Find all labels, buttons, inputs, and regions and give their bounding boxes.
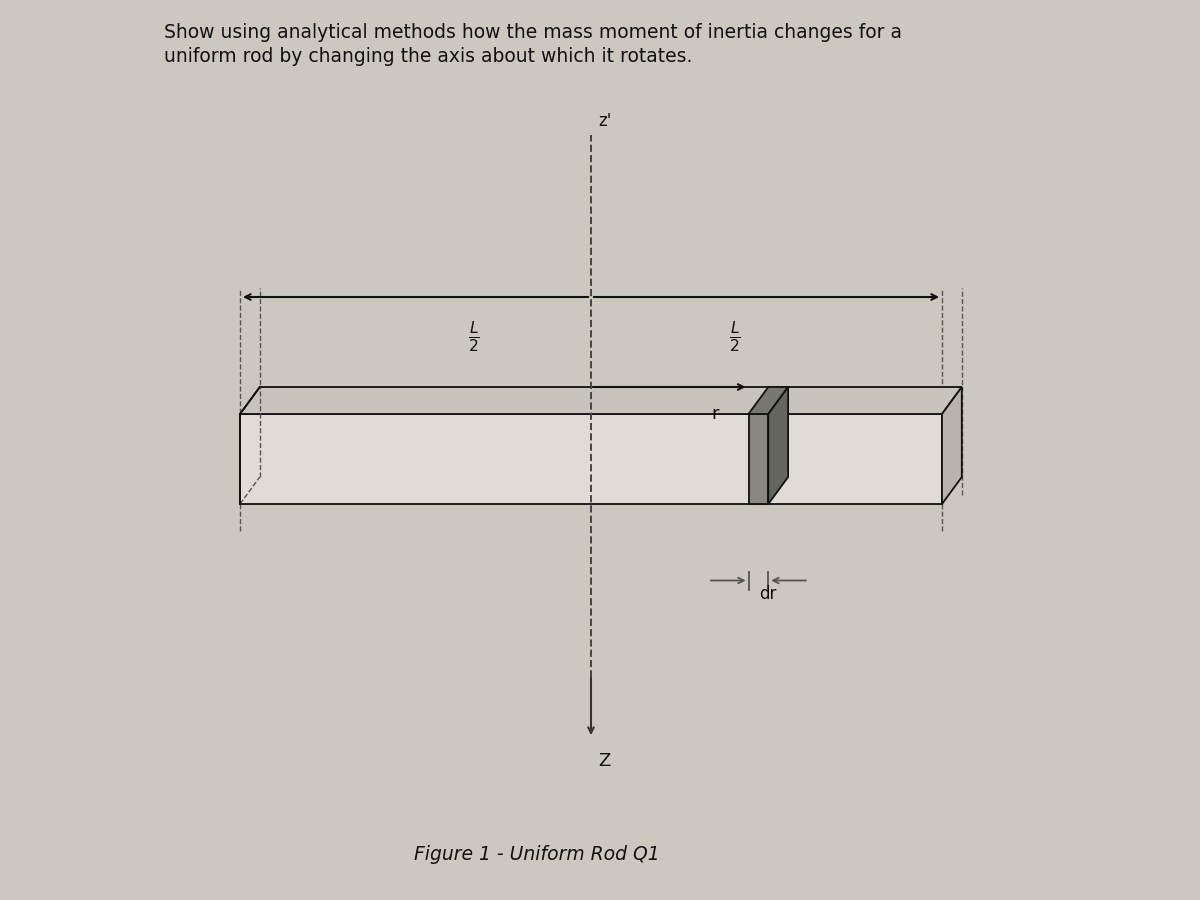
Text: $\frac{L}{2}$: $\frac{L}{2}$ [468, 320, 480, 355]
Bar [240, 414, 942, 504]
Text: Show using analytical methods how the mass moment of inertia changes for a
unifo: Show using analytical methods how the ma… [163, 22, 901, 67]
Polygon shape [942, 387, 962, 504]
Bar [749, 414, 768, 504]
Text: Figure 1 - Uniform Rod Q1: Figure 1 - Uniform Rod Q1 [414, 845, 660, 864]
Text: $\frac{L}{2}$: $\frac{L}{2}$ [730, 320, 740, 355]
Polygon shape [768, 387, 788, 504]
Polygon shape [749, 387, 788, 414]
Text: r: r [710, 405, 719, 423]
Text: dr: dr [758, 585, 776, 603]
Text: z': z' [599, 112, 612, 130]
Polygon shape [240, 387, 962, 414]
Text: Z: Z [599, 752, 611, 770]
